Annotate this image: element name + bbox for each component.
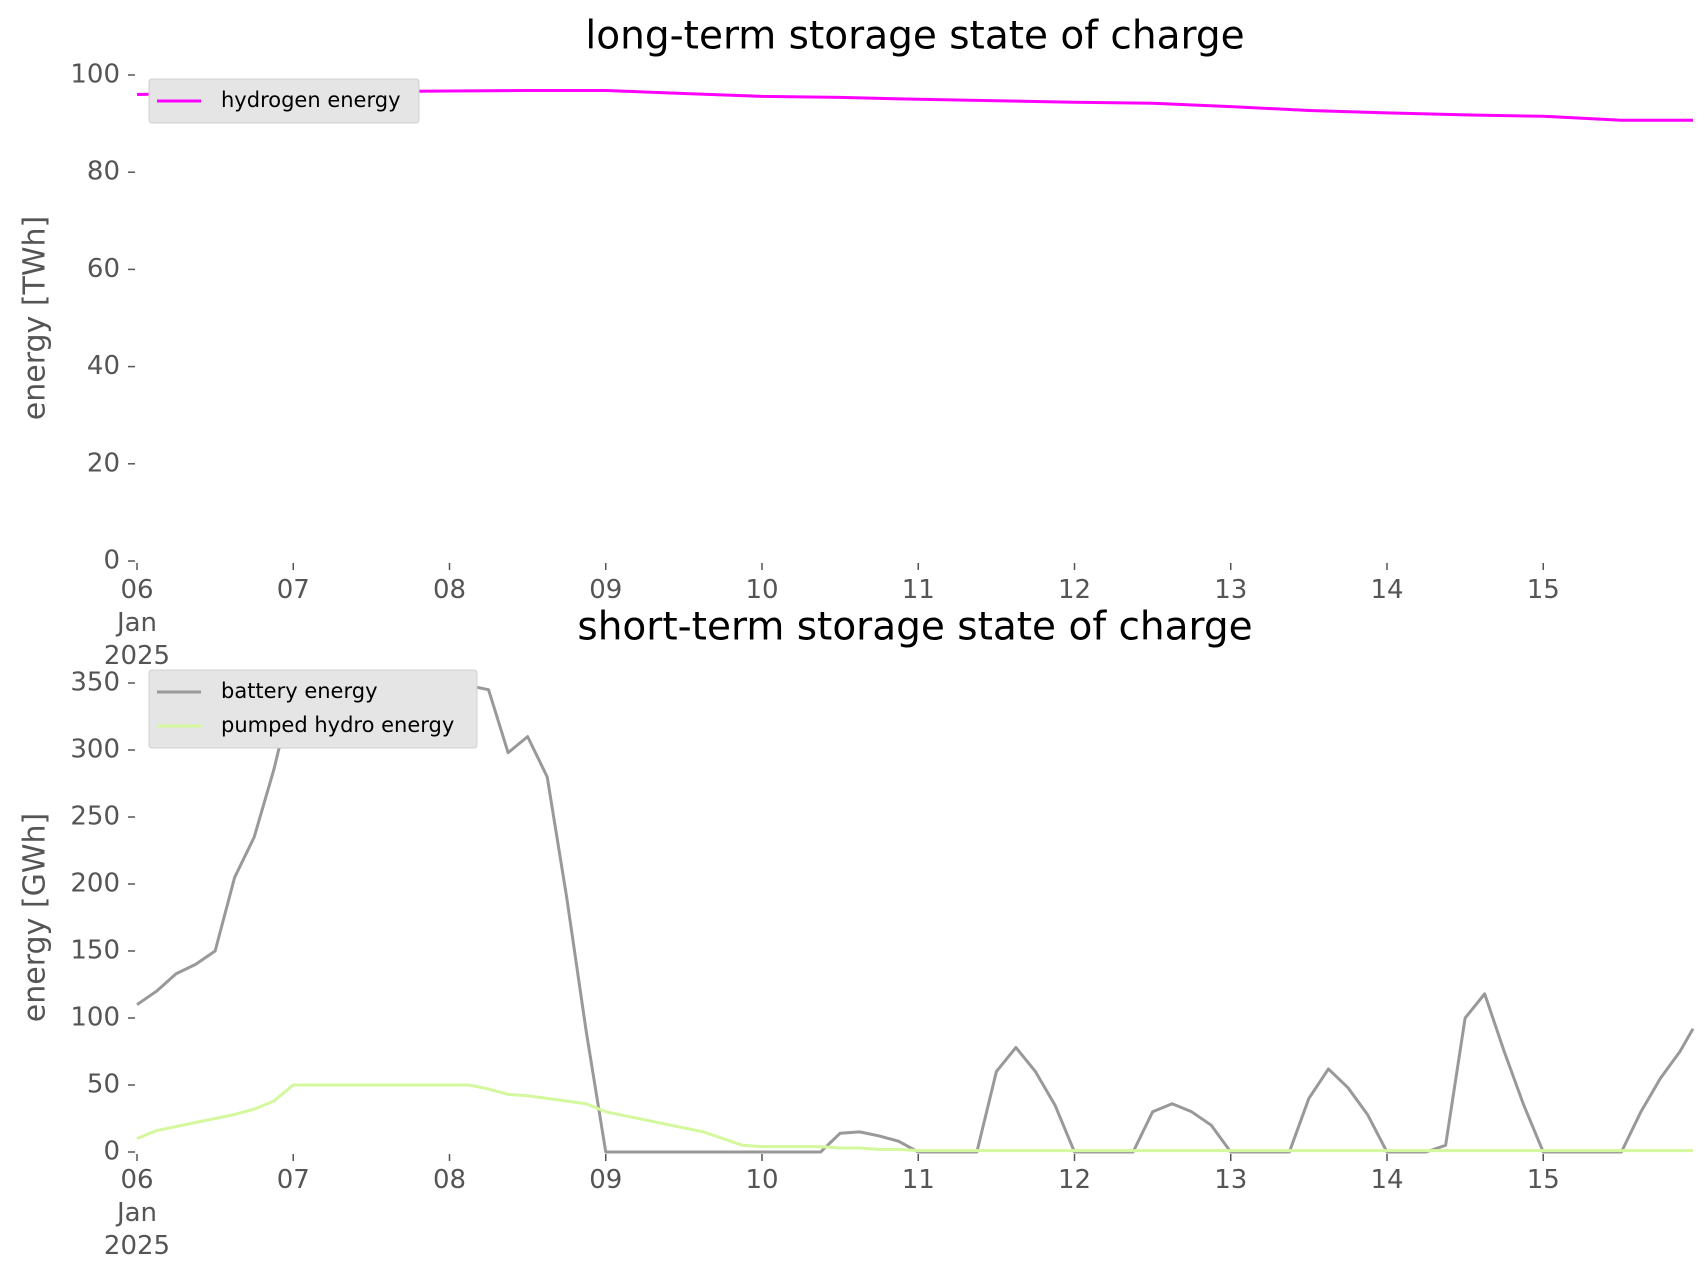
x-tick-label-line: 10 — [745, 1165, 778, 1195]
y-tick-label: 350 — [70, 668, 120, 698]
x-tick-label: 12 — [1058, 575, 1091, 605]
legend-box — [148, 669, 478, 749]
x-tick-label-line: 15 — [1527, 1165, 1560, 1195]
y-tick-label: 250 — [70, 802, 120, 832]
y-tick-label: 0 — [103, 546, 120, 576]
y-tick-label: 150 — [70, 936, 120, 966]
x-tick-label: 07 — [277, 1165, 310, 1195]
x-tick-label: 15 — [1527, 1165, 1560, 1195]
x-tick-label-line: 13 — [1214, 1165, 1247, 1195]
x-tick-label-line: 14 — [1370, 1165, 1403, 1195]
x-tick-label: 09 — [589, 1165, 622, 1195]
y-tick-label: 100 — [70, 1003, 120, 1033]
x-tick-label-line: 10 — [745, 575, 778, 605]
y-tick-label: 0 — [103, 1137, 120, 1167]
x-tick-label: 10 — [745, 1165, 778, 1195]
x-tick-label: 13 — [1214, 1165, 1247, 1195]
x-tick-label-line: 06 — [120, 1165, 153, 1195]
x-tick-label: 06 Jan 2025 — [104, 575, 170, 671]
x-tick-label: 06 Jan 2025 — [104, 1165, 170, 1261]
series-line — [136, 681, 1695, 1154]
legend-box — [148, 78, 420, 124]
x-tick-label-line: 07 — [277, 575, 310, 605]
x-tick-label-line: 2025 — [104, 1231, 170, 1261]
y-tick-label: 50 — [87, 1070, 120, 1100]
x-tick-label: 14 — [1370, 1165, 1403, 1195]
x-tick-label: 11 — [902, 575, 935, 605]
x-tick-label-line: 06 — [120, 575, 153, 605]
legend: hydrogen energy — [148, 78, 420, 124]
x-tick-label: 08 — [433, 1165, 466, 1195]
y-axis-label: energy [TWh] — [18, 216, 53, 420]
x-tick-label-line: 12 — [1058, 1165, 1091, 1195]
series-line — [136, 1083, 1693, 1153]
x-tick-label-line: 15 — [1527, 575, 1560, 605]
x-tick-label: 08 — [433, 575, 466, 605]
y-tick-label: 300 — [70, 735, 120, 765]
x-tick-label-line: 11 — [902, 575, 935, 605]
x-tick-label: 11 — [902, 1165, 935, 1195]
y-tick-label: 20 — [87, 448, 120, 478]
x-tick-label-line: 09 — [589, 1165, 622, 1195]
y-axis-label: energy [GWh] — [18, 813, 53, 1022]
x-tick-label-line: Jan — [115, 608, 157, 638]
x-tick-label-line: 2025 — [104, 641, 170, 671]
x-tick-label: 09 — [589, 575, 622, 605]
x-tick-label-line: 14 — [1370, 575, 1403, 605]
x-tick-label-line: Jan — [115, 1198, 157, 1228]
y-tick-label: 100 — [70, 60, 120, 90]
x-tick-label: 10 — [745, 575, 778, 605]
x-tick-label-line: 08 — [433, 575, 466, 605]
y-tick-label: 200 — [70, 869, 120, 899]
legend: battery energy pumped hydro energy — [148, 669, 478, 749]
x-tick-label: 07 — [277, 575, 310, 605]
y-tick-label: 80 — [87, 157, 120, 187]
x-tick-label-line: 11 — [902, 1165, 935, 1195]
x-tick-label-line: 08 — [433, 1165, 466, 1195]
x-tick-label: 12 — [1058, 1165, 1091, 1195]
x-tick-label: 15 — [1527, 575, 1560, 605]
chart-title: long-term storage state of charge — [585, 14, 1244, 59]
legend-label: hydrogen energy — [221, 88, 401, 112]
x-tick-label: 13 — [1214, 575, 1247, 605]
x-tick-label: 14 — [1370, 575, 1403, 605]
x-tick-label-line: 09 — [589, 575, 622, 605]
chart-title: short-term storage state of charge — [577, 605, 1252, 650]
legend-label: pumped hydro energy — [221, 713, 454, 737]
y-tick-label: 40 — [87, 351, 120, 381]
legend-label: battery energy — [221, 679, 378, 703]
x-tick-label-line: 07 — [277, 1165, 310, 1195]
x-tick-label-line: 12 — [1058, 575, 1091, 605]
x-tick-label-line: 13 — [1214, 575, 1247, 605]
y-tick-label: 60 — [87, 254, 120, 284]
